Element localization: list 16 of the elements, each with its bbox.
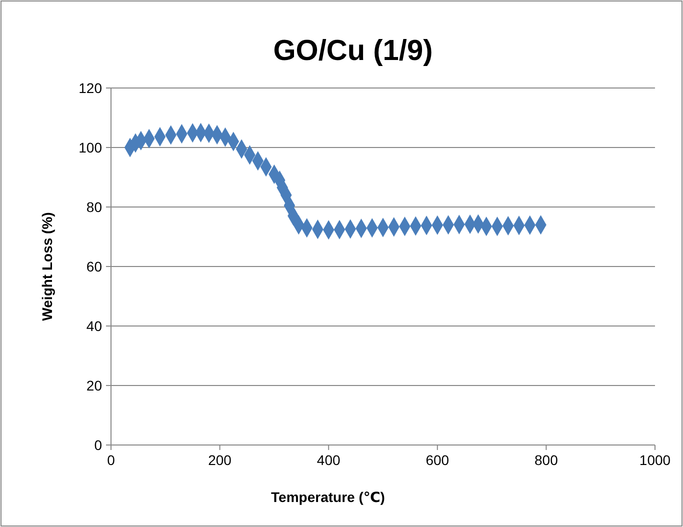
x-axis-title: Temperature (℃)	[271, 489, 385, 505]
y-tick-label: 120	[78, 80, 102, 96]
y-tick-label: 0	[94, 436, 102, 453]
x-tick-label: 200	[208, 452, 232, 468]
y-tick-label: 100	[78, 139, 102, 156]
x-tick-label: 400	[316, 452, 340, 468]
chart-title: GO/Cu (1/9)	[273, 35, 433, 67]
x-tick-label: 1000	[639, 452, 671, 468]
y-axis-title: Weight Loss (%)	[39, 212, 55, 321]
y-tick-label: 40	[86, 318, 102, 334]
x-tick-label: 0	[107, 452, 116, 468]
y-tick-label: 80	[86, 198, 102, 215]
y-tick-label: 60	[86, 258, 102, 274]
x-tick-label: 800	[534, 452, 558, 468]
x-tick-label: 600	[426, 452, 450, 468]
y-tick-label: 20	[86, 377, 102, 394]
